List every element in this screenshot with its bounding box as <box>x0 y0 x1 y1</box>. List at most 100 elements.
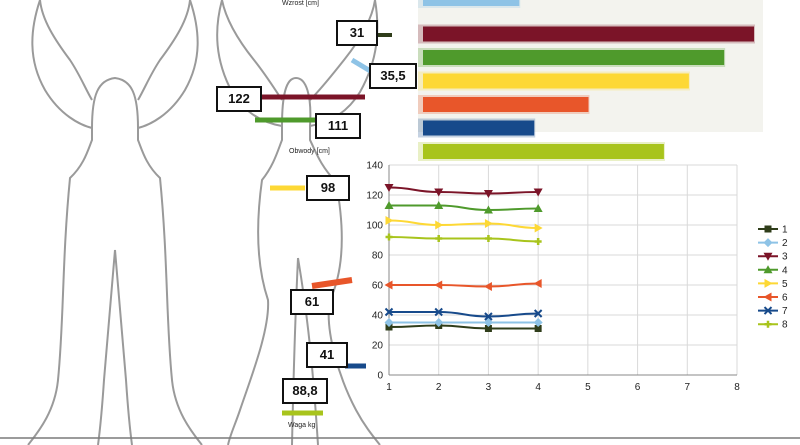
point-4 <box>483 205 493 214</box>
legend-item-8: 8 <box>758 320 788 331</box>
ytick-label: 80 <box>372 251 384 262</box>
legend-item-7: 7 <box>758 306 788 317</box>
bar-2 <box>423 0 520 6</box>
label-41: 41 <box>306 342 348 368</box>
line-7 <box>388 310 539 318</box>
bar-6 <box>423 97 589 112</box>
point-6 <box>434 280 443 290</box>
series-2 <box>384 318 543 327</box>
legend-item-1: 1 <box>758 225 788 236</box>
legend-label: 4 <box>782 265 788 276</box>
bar-7 <box>423 120 535 136</box>
bar-5 <box>423 73 689 89</box>
point-legend-5 <box>764 278 773 288</box>
point-7 <box>484 312 493 321</box>
xtick-label: 8 <box>734 382 740 393</box>
label-98: 98 <box>306 175 350 201</box>
legend-label: 7 <box>782 306 788 317</box>
point-legend-6 <box>763 292 772 302</box>
legend-label: 6 <box>782 293 788 304</box>
point-6 <box>483 282 492 291</box>
point-legend-1 <box>764 225 772 233</box>
point-7 <box>434 307 443 317</box>
legend-item-4: 4 <box>758 265 788 276</box>
right-figure-arms <box>221 0 376 101</box>
stroke-61 <box>311 277 353 289</box>
point-3 <box>384 184 394 192</box>
ytick-label: 20 <box>372 341 384 352</box>
ytick-label: 100 <box>366 221 383 232</box>
left-figure-arms <box>39 0 191 101</box>
stroke-355 <box>350 57 374 75</box>
point-3 <box>434 188 444 197</box>
label-31: 31 <box>336 20 378 46</box>
point-8 <box>385 233 393 241</box>
point-2 <box>434 318 444 327</box>
label-355: 35,5 <box>369 63 417 89</box>
point-5 <box>534 223 543 233</box>
line-5 <box>388 219 539 229</box>
series-6 <box>384 279 542 291</box>
line-6 <box>389 282 539 288</box>
legend-label: 3 <box>782 252 788 263</box>
bar-4 <box>423 50 725 65</box>
ytick-label: 140 <box>366 161 383 172</box>
series-4 <box>384 201 543 214</box>
point-1 <box>534 325 542 332</box>
xtick-label: 1 <box>386 382 392 393</box>
label-122: 122 <box>216 86 262 112</box>
point-7 <box>533 309 543 318</box>
left-figure-outline <box>27 0 203 445</box>
caption-girths: Obwody [cm] <box>289 148 330 155</box>
legend-item-3: 3 <box>758 252 788 263</box>
xtick-label: 7 <box>685 382 691 393</box>
point-3 <box>533 188 543 197</box>
legend-label: 1 <box>782 225 788 236</box>
legend-label: 2 <box>782 238 788 249</box>
series-3 <box>384 184 543 198</box>
legend-label: 5 <box>782 279 788 290</box>
point-8 <box>435 235 443 242</box>
xtick-label: 4 <box>535 382 541 393</box>
point-4 <box>434 201 444 209</box>
caption-weight: Waga kg <box>288 422 316 429</box>
ytick-label: 60 <box>372 281 384 292</box>
point-8 <box>484 235 492 242</box>
point-6 <box>533 279 542 288</box>
line-4 <box>388 204 539 212</box>
series-5 <box>385 216 543 233</box>
line-8 <box>388 236 539 243</box>
ytick-label: 0 <box>377 371 383 382</box>
label-111: 111 <box>315 113 361 139</box>
legend-label: 8 <box>782 320 788 331</box>
line-1 <box>388 324 539 330</box>
label-888: 88,8 <box>282 378 328 404</box>
ytick-label: 120 <box>366 191 383 202</box>
point-legend-7 <box>763 306 773 315</box>
point-1 <box>484 325 492 332</box>
xtick-label: 5 <box>585 382 591 393</box>
point-legend-3 <box>763 252 773 261</box>
label-61: 61 <box>290 289 334 315</box>
caption-height: Wzrost [cm] <box>282 0 319 7</box>
point-8 <box>534 238 542 245</box>
point-5 <box>385 216 394 225</box>
xtick-label: 2 <box>436 382 442 393</box>
point-2 <box>483 318 493 327</box>
point-legend-4 <box>763 265 773 274</box>
point-2 <box>384 318 394 327</box>
point-7 <box>384 307 394 317</box>
series-8 <box>385 233 542 245</box>
point-5 <box>435 220 444 230</box>
legend-item-6: 6 <box>758 292 788 304</box>
point-legend-8 <box>764 320 772 328</box>
bar-3 <box>423 26 754 42</box>
ytick-label: 40 <box>372 311 384 322</box>
point-2 <box>533 318 543 327</box>
point-6 <box>384 280 393 290</box>
point-5 <box>484 219 493 228</box>
